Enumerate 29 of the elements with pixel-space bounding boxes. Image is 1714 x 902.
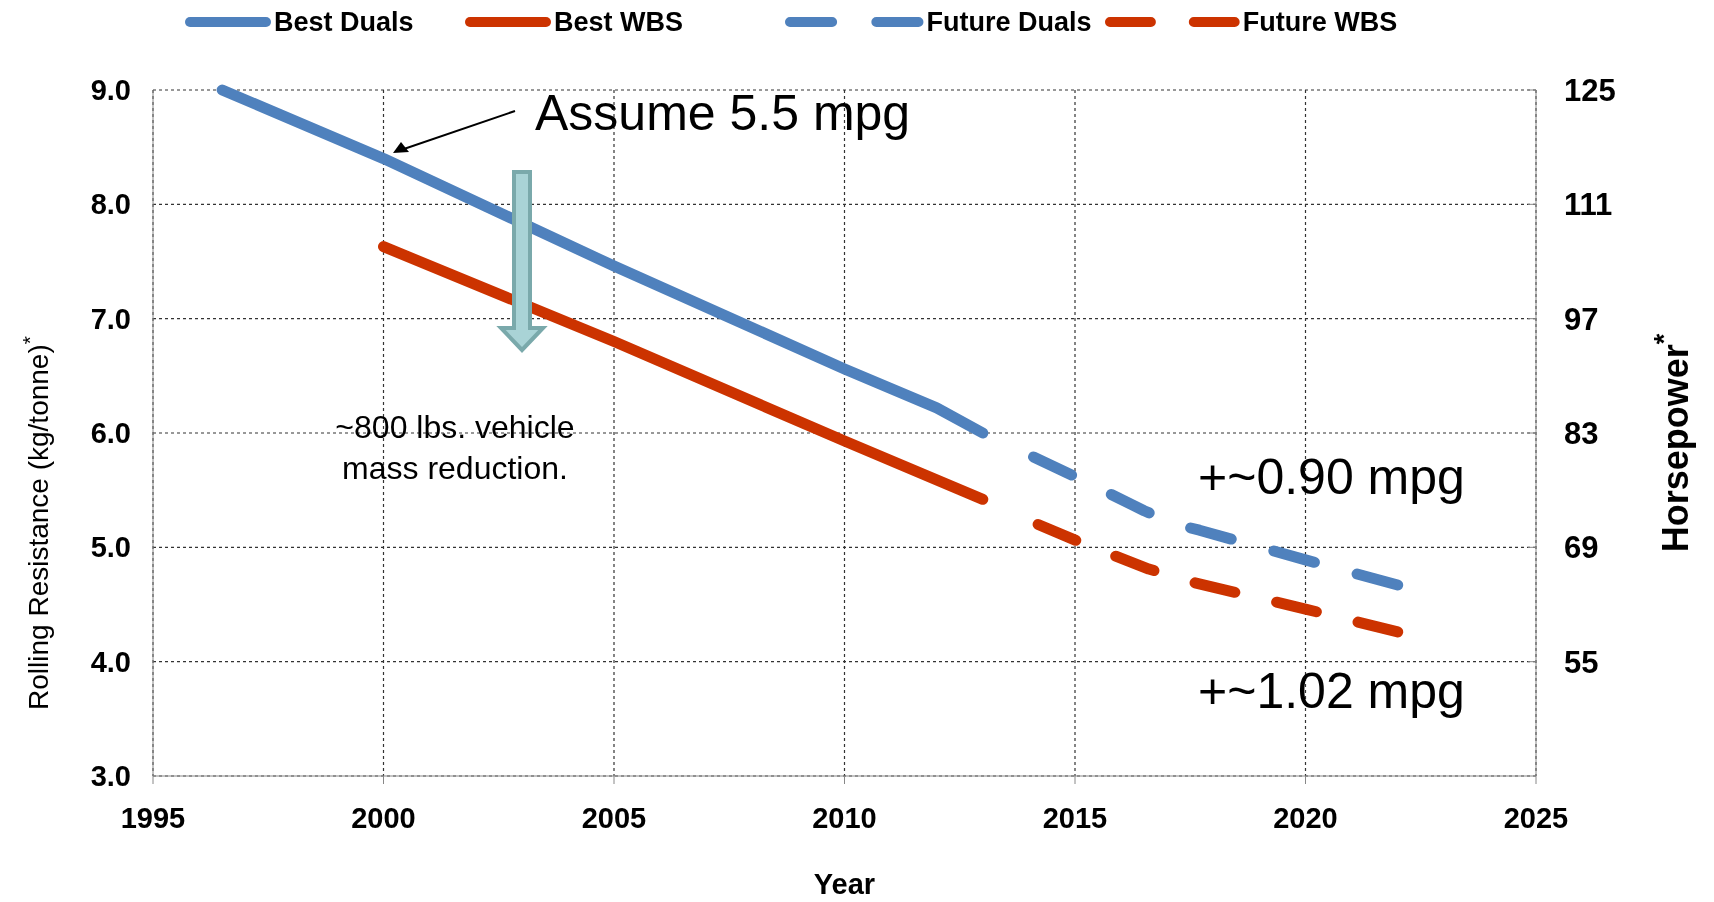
x-tick-label: 2010	[812, 802, 877, 834]
y2-tick-label: 69	[1564, 530, 1599, 566]
y2-tick-label: 111	[1564, 187, 1613, 223]
y-tick-label: 8.0	[90, 188, 131, 221]
y-tick-label: 5.0	[90, 531, 131, 564]
x-tick-label: 2000	[351, 802, 416, 834]
legend-label: Best Duals	[274, 7, 414, 37]
y2-tick-label: 83	[1564, 416, 1599, 451]
y2-tick-label: 55	[1564, 644, 1599, 680]
y-tick-label: 9.0	[90, 74, 131, 106]
y-tick-label: 7.0	[90, 302, 131, 335]
y2-tick-label: 125	[1564, 73, 1616, 108]
x-axis-title: Year	[813, 868, 876, 900]
annotation: Assume 5.5 mpg	[535, 85, 911, 141]
legend-label: Best WBS	[554, 7, 684, 37]
x-tick-label: 2020	[1273, 802, 1338, 834]
y2-tick-label: 97	[1564, 301, 1599, 337]
legend-label: Future Duals	[926, 7, 1092, 37]
x-tick-label: 1995	[120, 802, 186, 834]
y-tick-label: 4.0	[90, 645, 131, 678]
annotation: +~0.90 mpg	[1198, 449, 1465, 505]
x-tick-label: 2005	[581, 802, 647, 834]
y-tick-label: 3.0	[90, 760, 131, 792]
annotation: +~1.02 mpg	[1198, 663, 1465, 719]
x-tick-label: 2015	[1042, 802, 1108, 834]
annotation: ~800 lbs. vehicle mass reduction.	[335, 409, 575, 486]
legend-label: Future WBS	[1242, 7, 1398, 37]
x-tick-label: 2025	[1503, 802, 1569, 834]
y-tick-label: 6.0	[90, 417, 131, 449]
